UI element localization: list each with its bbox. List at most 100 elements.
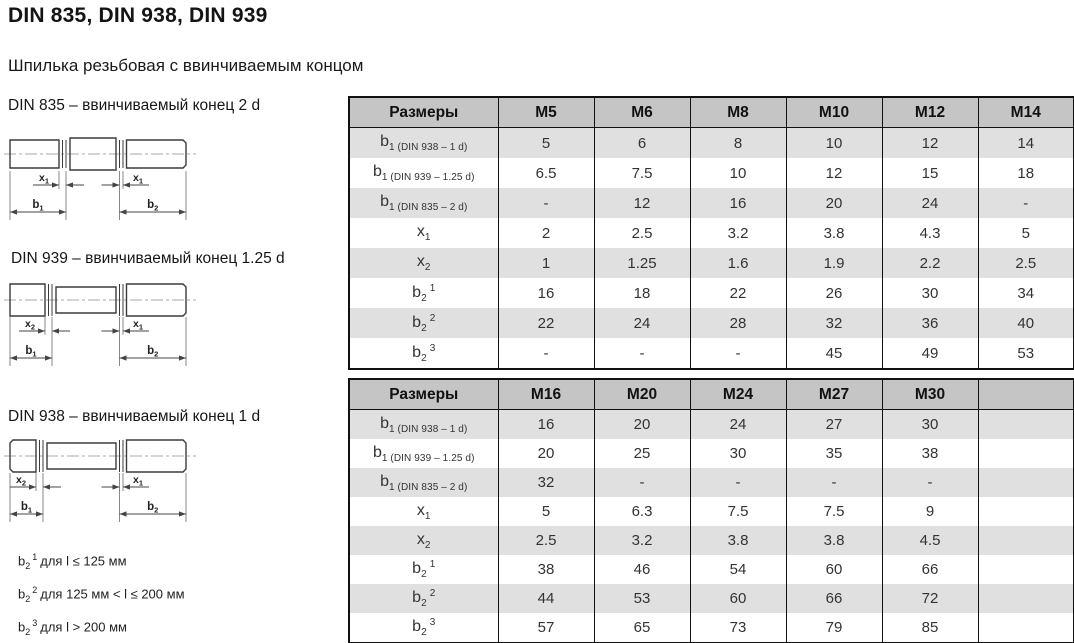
row-label-sup: 2 [429, 312, 436, 324]
value-cell: 16 [689, 188, 787, 218]
value-cell: 72 [881, 584, 979, 613]
row-label-sub: 2 [421, 627, 427, 638]
table-sizes-m16-m30: Размеры M16 M20 M24 M27 M30 b1 (DIN 938 – 1 d)… [348, 378, 1074, 643]
row-label: x2 [348, 248, 499, 278]
dimension-label: x1 [133, 474, 143, 488]
dimension-label: b1 [25, 345, 36, 359]
value-cell: 4.5 [881, 526, 979, 555]
row-label-sub: 2 [424, 539, 431, 551]
table-row: b21 38 46 54 60 66 [348, 555, 1074, 584]
footnote-text: для 125 мм < l ≤ 200 мм [40, 586, 185, 602]
row-label-sub: 2 [421, 292, 427, 304]
row-label-sub: 1 (DIN 835 – 2 d) [389, 481, 468, 493]
drawing-caption-din939: DIN 939 – ввинчиваемый конец 1.25 d [11, 250, 285, 267]
value-cell [977, 526, 1074, 555]
value-cell: 30 [881, 409, 979, 439]
value-cell: 34 [977, 278, 1074, 308]
row-label-base: b [412, 343, 422, 361]
value-cell: 14 [977, 127, 1074, 158]
value-cell: - [689, 338, 787, 369]
col-header: Размеры [348, 96, 499, 128]
row-label-base: b [380, 193, 389, 210]
col-header [977, 378, 1074, 410]
value-cell: 30 [881, 278, 979, 308]
value-cell: 3.8 [785, 526, 883, 555]
row-label-base: b [412, 618, 422, 635]
value-cell: 2 [497, 218, 595, 248]
value-cell: 7.5 [593, 158, 691, 188]
value-cell: 12 [881, 127, 979, 158]
dimension-label: x2 [25, 318, 35, 332]
value-cell: 28 [689, 308, 787, 338]
stud-drawing-svg: x2 x1 b1 b2 [4, 283, 196, 366]
footnote-sup: 3 [32, 618, 38, 628]
value-cell: 9 [881, 497, 979, 526]
row-label-sup: 3 [429, 617, 436, 628]
value-cell: 53 [593, 584, 691, 613]
row-label: b21 [348, 278, 499, 308]
value-cell: 22 [497, 308, 595, 338]
row-label: b1 (DIN 835 – 2 d) [348, 468, 499, 497]
row-label-sub: 2 [421, 352, 427, 364]
value-cell [977, 584, 1074, 613]
dimension-label: x1 [39, 172, 49, 186]
value-cell [977, 497, 1074, 526]
table-row: b23- - -45 49 53 [348, 338, 1074, 369]
value-cell: 7.5 [785, 497, 883, 526]
value-cell: 66 [881, 555, 979, 584]
value-cell: 5 [977, 218, 1074, 248]
dimension-label: b1 [32, 199, 43, 213]
row-label: b1 (DIN 939 – 1.25 d) [348, 439, 499, 468]
dimension-label: b2 [147, 199, 158, 213]
footnote-sup: 1 [32, 552, 38, 562]
row-label-base: b [372, 443, 382, 461]
table-row: b23 57 65 73 79 85 [348, 613, 1074, 643]
table-sizes-m5-m14: Размеры M5 M6 M8 M10 M12 M14 b1 (DIN 938 – 1 d)… [348, 96, 1074, 370]
row-label-base: x [416, 223, 425, 240]
row-label-base: b [412, 313, 422, 331]
value-cell: 73 [689, 613, 787, 643]
value-cell: 44 [497, 584, 595, 613]
value-cell: 1 [497, 248, 595, 278]
col-header: M24 [689, 378, 787, 410]
header-row: Размеры M16 M20 M24 M27 M30 [348, 378, 1074, 410]
row-label-sub: 2 [421, 598, 427, 609]
row-label-sub: 1 (DIN 939 – 1.25 d) [381, 172, 475, 183]
footnote-sub: 2 [25, 626, 31, 637]
value-cell: 85 [881, 613, 979, 643]
value-cell [977, 439, 1074, 468]
page-subtitle: Шпилька резьбовая с ввинчиваемым концом [8, 56, 364, 75]
value-cell: - [497, 188, 595, 218]
table-row: b1 (DIN 938 – 1 d) 5 6 8 10 12 14 [348, 127, 1074, 158]
row-label-base: b [412, 560, 422, 577]
drawing-caption-din835: DIN 835 – ввинчиваемый конец 2 d [8, 97, 261, 114]
value-cell: 45 [785, 338, 883, 369]
col-header: M8 [689, 96, 787, 128]
row-label: b1 (DIN 835 – 2 d) [348, 188, 499, 218]
row-label: b1 (DIN 938 – 1 d) [348, 409, 499, 439]
row-label: b1 (DIN 939 – 1.25 d) [348, 158, 499, 188]
value-cell [977, 468, 1074, 497]
stud-drawing-svg: x1 x1 b1 b2 [4, 137, 196, 220]
value-cell: 5 [497, 497, 595, 526]
row-label: b22 [348, 308, 499, 338]
table-row: b1 (DIN 939 – 1.25 d) 6.5 7.5 10 12 15 18 [348, 158, 1074, 188]
row-label: b23 [348, 613, 499, 643]
dimension-label: b1 [21, 501, 32, 515]
value-cell: 79 [785, 613, 883, 643]
col-header: M16 [497, 378, 595, 410]
stud-drawing-svg: x2 x1 b1 b2 [4, 439, 196, 522]
value-cell: 6 [593, 127, 691, 158]
value-cell: 5 [497, 127, 595, 158]
value-cell: 60 [785, 555, 883, 584]
value-cell: 3.8 [785, 218, 883, 248]
footnote-b2-3: b23 для l > 200 мм [18, 618, 127, 637]
row-label-sub: 2 [421, 569, 427, 580]
row-label-sub: 2 [421, 322, 427, 334]
value-cell: 2.2 [881, 248, 979, 278]
col-header: M20 [593, 378, 691, 410]
table-row: b1 (DIN 938 – 1 d) 16 20 24 27 30 [348, 409, 1074, 439]
value-cell: 26 [785, 278, 883, 308]
value-cell: 2.5 [977, 248, 1074, 278]
row-label-base: b [372, 163, 382, 180]
